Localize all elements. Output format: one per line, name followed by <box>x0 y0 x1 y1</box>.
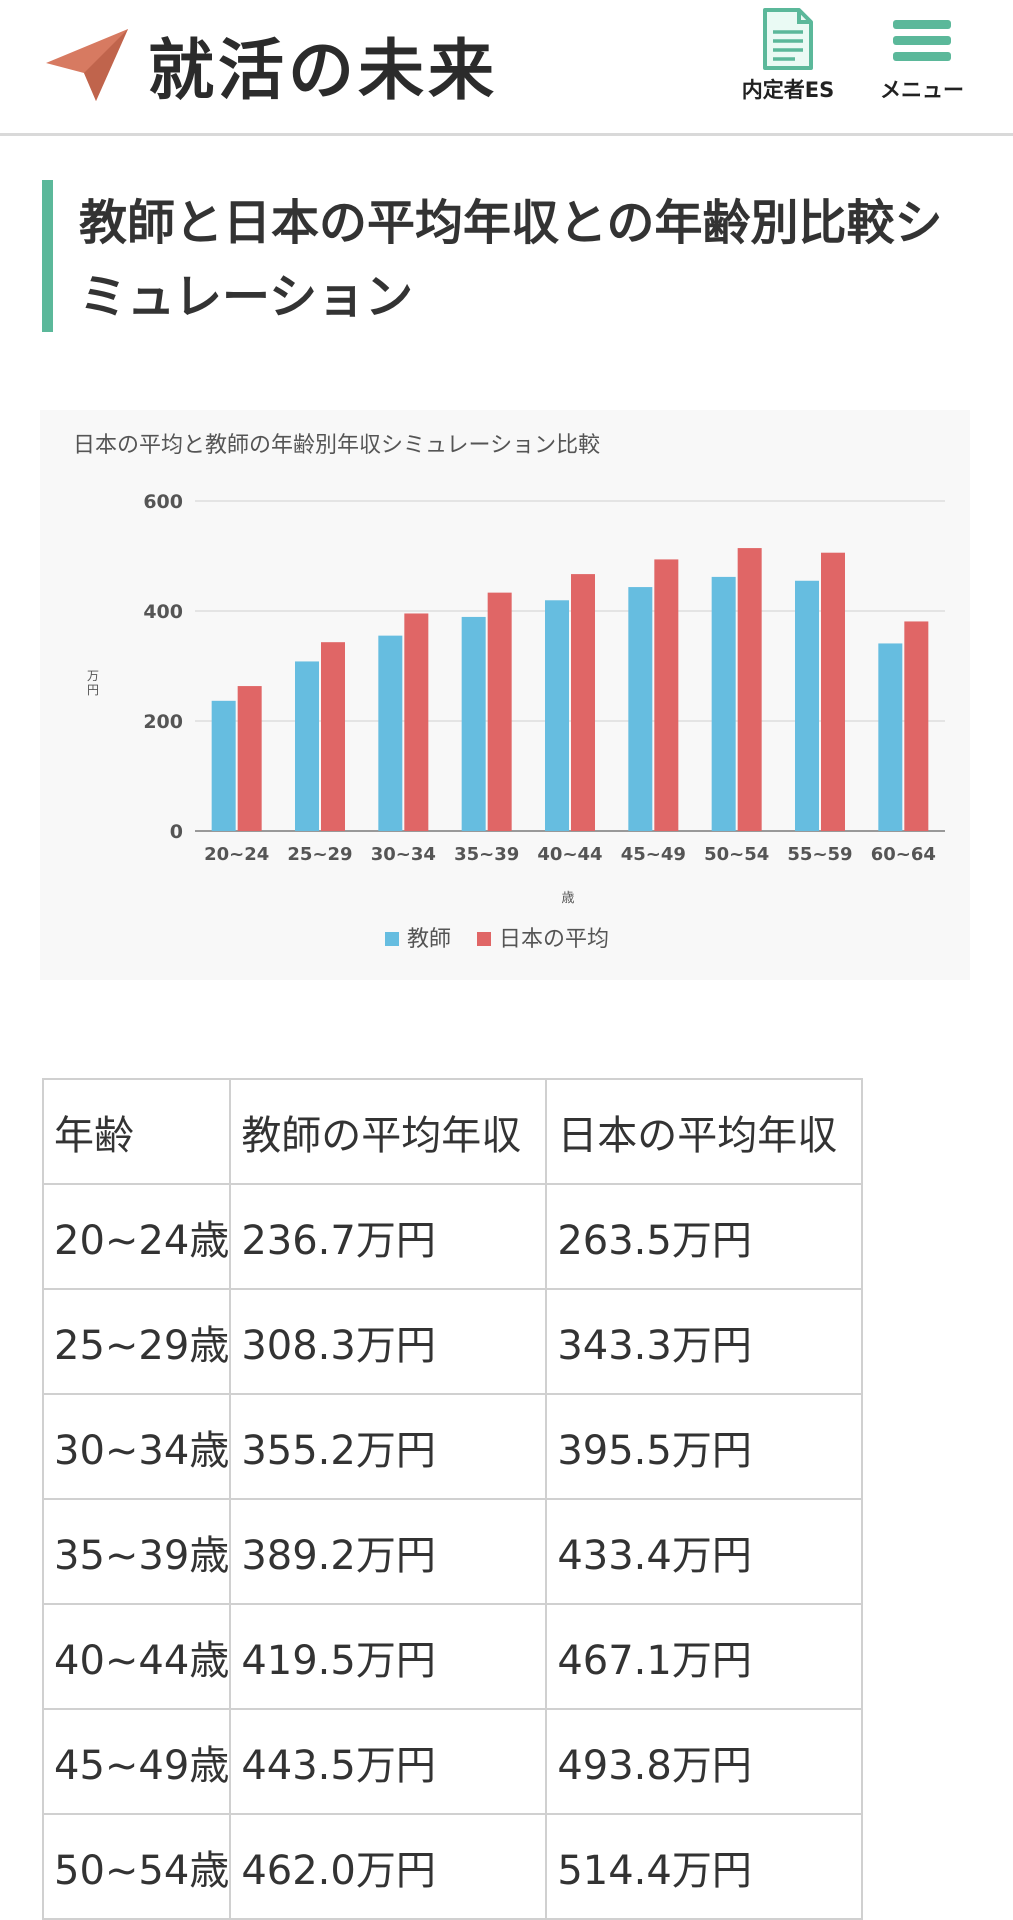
bar <box>821 552 845 831</box>
page-title: 教師と日本の平均年収との年齢別比較シミュレーション <box>79 195 943 325</box>
teacher-salary-cell: 389.2万円 <box>229 1498 548 1605</box>
menu-button[interactable]: メニュー <box>872 8 972 104</box>
teacher-salary-cell: 462.0万円 <box>229 1813 548 1920</box>
y-tick-label: 600 <box>143 491 183 513</box>
legend-label: 日本の平均 <box>499 927 609 952</box>
teacher-salary-cell: 236.7万円 <box>229 1183 548 1290</box>
document-icon <box>763 8 813 70</box>
teacher-salary-cell: 355.2万円 <box>229 1393 548 1500</box>
bar <box>321 642 345 831</box>
paper-plane-icon <box>46 29 128 101</box>
x-tick-label: 45~49 <box>621 844 686 865</box>
age-cell: 35~39歳 <box>41 1498 232 1605</box>
bar <box>711 576 736 831</box>
es-button[interactable]: 内定者ES <box>738 8 838 104</box>
bar <box>211 700 236 831</box>
y-axis-label: 円 <box>87 683 99 697</box>
japan-salary-cell: 395.5万円 <box>545 1393 864 1500</box>
y-tick-label: 200 <box>143 711 183 733</box>
x-tick-label: 20~24 <box>204 844 269 865</box>
salary-chart: 日本の平均と教師の年齢別年収シミュレーション比較 0 200 400 600 万円 20~2… <box>40 410 970 980</box>
es-button-label: 内定者ES <box>741 78 835 102</box>
bar <box>795 580 819 831</box>
table-header-row: 年齢 教師の平均年収 日本の平均年収 <box>41 1078 864 1185</box>
table-row: 40~44歳 419.5万円 467.1万円 <box>41 1603 864 1710</box>
age-cell: 40~44歳 <box>41 1603 232 1710</box>
table-row: 25~29歳 308.3万円 343.3万円 <box>41 1288 864 1395</box>
bar <box>378 635 403 831</box>
table-row: 50~54歳 462.0万円 514.4万円 <box>41 1813 864 1920</box>
bar <box>878 643 903 831</box>
age-cell: 45~49歳 <box>41 1708 232 1815</box>
table-header-cell: 教師の平均年収 <box>229 1078 548 1185</box>
table-row: 30~34歳 355.2万円 395.5万円 <box>41 1393 864 1500</box>
table-row: 20~24歳 236.7万円 263.5万円 <box>41 1183 864 1290</box>
bar <box>904 621 929 831</box>
teacher-salary-cell: 443.5万円 <box>229 1708 548 1815</box>
bar <box>545 600 569 831</box>
x-axis-label: 歳 <box>561 891 574 906</box>
bar-chart: 日本の平均と教師の年齢別年収シミュレーション比較 0 200 400 600 万円 20~2… <box>73 433 945 952</box>
age-cell: 25~29歳 <box>41 1288 232 1395</box>
y-axis-label: 万 <box>87 669 99 683</box>
table-row: 35~39歳 389.2万円 433.4万円 <box>41 1498 864 1605</box>
legend-label: 教師 <box>407 927 451 952</box>
x-tick-label: 30~34 <box>371 844 436 865</box>
x-tick-label: 35~39 <box>454 844 519 865</box>
teacher-salary-cell: 419.5万円 <box>229 1603 548 1710</box>
bar <box>628 587 653 831</box>
bar <box>295 661 319 831</box>
chart-title: 日本の平均と教師の年齢別年収シミュレーション比較 <box>73 433 600 458</box>
teacher-salary-cell: 308.3万円 <box>229 1288 548 1395</box>
site-logo[interactable]: 就活の未来 <box>44 20 498 110</box>
japan-salary-cell: 433.4万円 <box>545 1498 864 1605</box>
menu-button-label: メニュー <box>880 78 964 102</box>
age-cell: 20~24歳 <box>41 1183 232 1290</box>
japan-salary-cell: 263.5万円 <box>545 1183 864 1290</box>
age-cell: 30~34歳 <box>41 1393 232 1500</box>
japan-salary-cell: 514.4万円 <box>545 1813 864 1920</box>
japan-salary-cell: 467.1万円 <box>545 1603 864 1710</box>
salary-table: 年齢 教師の平均年収 日本の平均年収 20~24歳 236.7万円 263.5万… <box>41 1078 864 1920</box>
x-tick-label: 25~29 <box>287 844 352 865</box>
bar <box>571 574 595 831</box>
x-tick-label: 60~64 <box>871 844 936 865</box>
table-header-cell: 年齢 <box>41 1078 232 1185</box>
site-logo-text: 就活の未来 <box>148 32 498 109</box>
table-header-cell: 日本の平均年収 <box>545 1078 864 1185</box>
legend-swatch <box>385 932 399 946</box>
bar <box>461 616 486 831</box>
section-heading: 教師と日本の平均年収との年齢別比較シミュレーション <box>42 180 983 332</box>
legend-swatch <box>477 932 491 946</box>
x-tick-label: 55~59 <box>787 844 852 865</box>
x-tick-label: 50~54 <box>704 844 769 865</box>
y-tick-label: 0 <box>170 821 183 843</box>
japan-salary-cell: 493.8万円 <box>545 1708 864 1815</box>
bar <box>737 548 762 831</box>
bar <box>487 592 512 831</box>
x-tick-label: 40~44 <box>537 844 602 865</box>
site-header: 就活の未来 内定者ES メニュー <box>0 0 1013 136</box>
bar <box>404 613 429 831</box>
table-row: 45~49歳 443.5万円 493.8万円 <box>41 1708 864 1815</box>
bar <box>654 559 679 831</box>
bar <box>237 686 262 831</box>
y-tick-label: 400 <box>143 601 183 623</box>
age-cell: 50~54歳 <box>41 1813 232 1920</box>
japan-salary-cell: 343.3万円 <box>545 1288 864 1395</box>
hamburger-menu-icon <box>893 20 951 61</box>
